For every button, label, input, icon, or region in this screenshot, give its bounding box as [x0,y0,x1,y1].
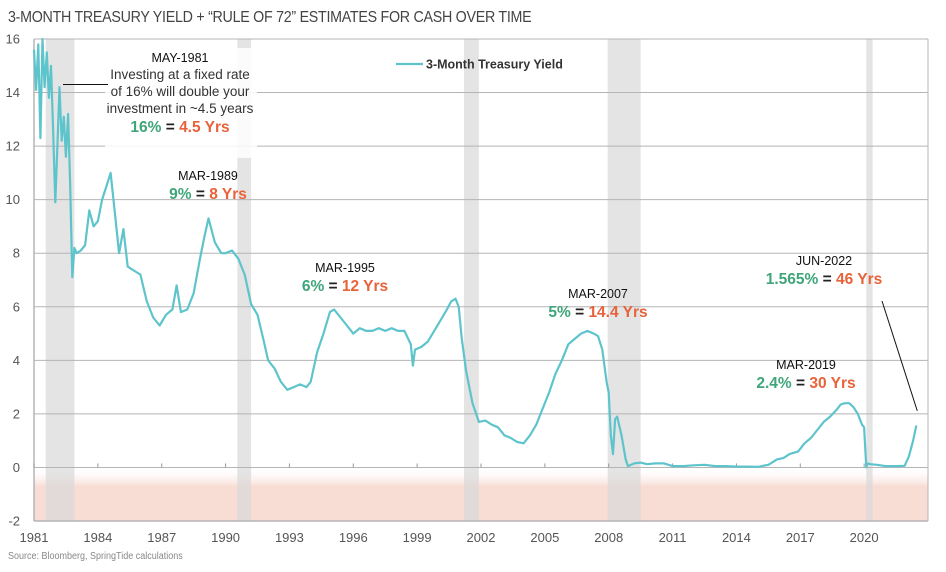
annotation-rule-of-72: 1.565% = 46 Yrs [766,271,883,288]
annotation-rate: 16% [130,119,161,136]
y-tick-label: 16 [6,32,20,47]
annotation-years: 46 Yrs [836,271,882,288]
x-tick-label: 2011 [659,530,687,545]
x-tick-label: 1984 [83,530,112,545]
annotation-rate: 6% [302,278,325,295]
x-tick-label: 2020 [850,530,879,545]
x-tick-label: 2017 [786,530,815,545]
annotation-rule-of-72: 5% = 14.4 Yrs [548,304,647,321]
annotation-may-1981: MAY-1981 Investing at a fixed rate of 16% … [105,48,257,158]
annotation-leader-2022 [881,300,918,412]
x-tick-label: 2005 [530,530,559,545]
y-tick-label: 8 [13,246,20,261]
annotation-years: 30 Yrs [809,375,855,392]
annotation-mar-2007: MAR-2007 5% = 14.4 Yrs [548,287,647,321]
y-tick-label: 14 [6,85,20,100]
x-tick-label: 1987 [147,530,176,545]
recession-band [463,39,479,521]
x-tick-label: 2002 [467,530,496,545]
annotation-date: JUN-2022 [796,254,852,268]
annotation-rule-of-72: 9% = 8 Yrs [169,186,247,203]
annotation-text: investment in ~4.5 years [107,101,254,116]
source-note: Source: Bloomberg, SpringTide calculatio… [8,551,183,562]
annotation-rule-of-72: 2.4% = 30 Yrs [756,375,855,392]
x-tick-label: 1993 [275,530,304,545]
y-tick-label: 4 [13,353,20,368]
y-tick-label: 12 [6,139,20,154]
annotation-mar-2019: MAR-2019 2.4% = 30 Yrs [756,358,855,392]
x-tick-label: 1999 [403,530,432,545]
x-tick-label: 1996 [339,530,368,545]
annotation-equals: = [818,271,836,288]
annotation-text: of 16% will double your [111,84,250,99]
annotation-equals: = [792,375,810,392]
annotation-date: MAR-1995 [315,261,375,275]
annotation-rate: 5% [548,304,571,321]
x-tick-label: 2008 [594,530,623,545]
x-tick-label: 1990 [211,530,240,545]
annotation-equals: = [324,278,342,295]
x-tick-label: 1981 [20,530,49,545]
annotation-jun-2022: JUN-2022 1.565% = 46 Yrs [766,254,883,288]
annotation-background [105,48,257,158]
y-tick-label: 10 [6,192,20,207]
yield-series-line [32,37,918,469]
annotation-text: Investing at a fixed rate [110,67,250,82]
annotation-years: 8 Yrs [209,186,247,203]
annotation-rate: 2.4% [756,375,792,392]
y-tick-label: 2 [13,406,20,421]
y-tick-label: 0 [13,460,20,475]
annotation-date: MAY-1981 [152,51,209,65]
recession-band [237,39,252,521]
annotation-rule-of-72: 6% = 12 Yrs [302,278,388,295]
recession-band [866,39,873,521]
annotation-date: MAR-1989 [178,169,238,183]
annotation-equals: = [571,304,589,321]
negative-yield-zone [34,467,928,521]
annotation-date: MAR-2019 [776,358,836,372]
annotation-years: 14.4 Yrs [588,304,647,321]
annotation-rate: 9% [169,186,192,203]
annotation-years: 12 Yrs [342,278,388,295]
y-tick-label: 6 [13,299,20,314]
annotation-rule-of-72: 16% = 4.5 Yrs [130,119,229,136]
annotation-equals: = [161,119,179,136]
legend-label: 3-Month Treasury Yield [426,58,563,72]
annotation-date: MAR-2007 [568,287,628,301]
annotation-rate: 1.565% [766,271,819,288]
annotation-equals: = [192,186,210,203]
annotation-mar-1989: MAR-1989 9% = 8 Yrs [169,169,247,203]
annotation-years: 4.5 Yrs [179,119,230,136]
y-tick-label: -2 [8,514,20,529]
x-tick-label: 2014 [722,530,751,545]
annotation-mar-1995: MAR-1995 6% = 12 Yrs [302,261,388,295]
chart-title: 3-MONTH TREASURY YIELD + “RULE OF 72” ES… [8,9,532,26]
